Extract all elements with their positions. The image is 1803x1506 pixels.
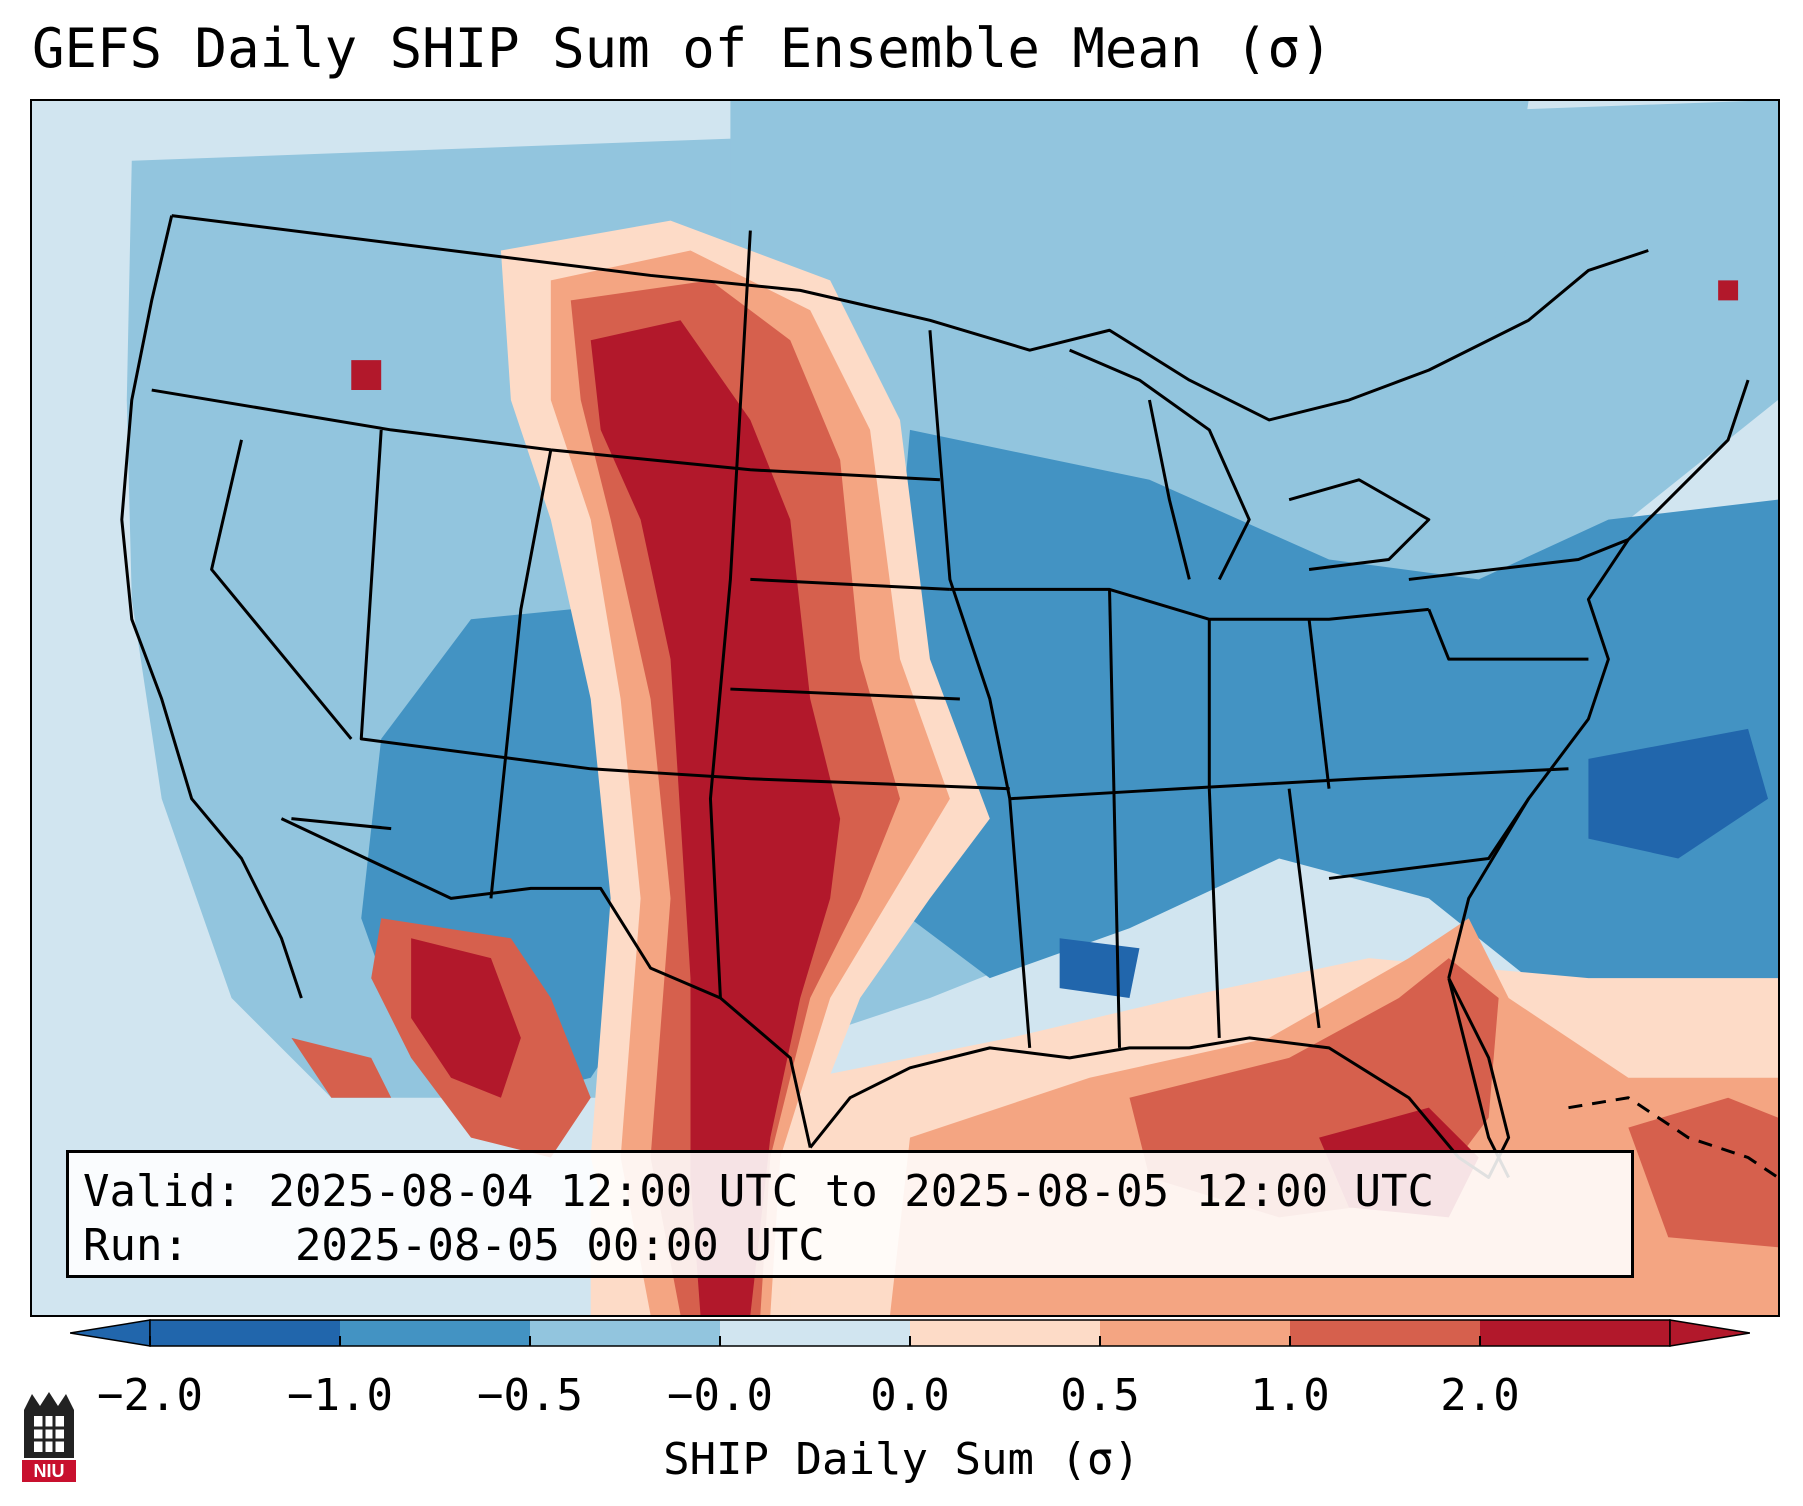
field-strong-positive-mexico bbox=[411, 938, 521, 1098]
cuba-outline bbox=[1568, 1096, 1778, 1179]
colorbar-tick-label: 1.0 bbox=[1250, 1370, 1330, 1421]
run-label: Run: bbox=[83, 1220, 189, 1271]
colorbar-tick-label: −2.0 bbox=[97, 1370, 203, 1421]
west-coast bbox=[120, 215, 303, 999]
colorbar-bin bbox=[530, 1320, 721, 1346]
field-strong-negative-la bbox=[1059, 938, 1140, 999]
run-time: 2025-08-05 00:00 UTC bbox=[294, 1220, 825, 1271]
field-strong-positive-plains bbox=[590, 320, 841, 1315]
colorbar-bin bbox=[1100, 1320, 1291, 1346]
east-coast bbox=[1447, 379, 1750, 979]
map-title: GEFS Daily SHIP Sum of Ensemble Mean (σ) bbox=[32, 17, 1333, 80]
state-line-11 bbox=[1108, 589, 1122, 1048]
niu-logo: NIU bbox=[22, 1392, 76, 1482]
state-line-7 bbox=[730, 687, 960, 701]
colorbar-bin bbox=[1480, 1320, 1671, 1346]
state-line-15 bbox=[1328, 797, 1530, 880]
state-line-6 bbox=[750, 577, 950, 591]
state-line-18 bbox=[1408, 538, 1629, 581]
field-strong-negative-atlantic bbox=[1588, 728, 1769, 859]
colorbar-tick-label: −1.0 bbox=[287, 1370, 393, 1421]
colorbar-bins bbox=[149, 1319, 1671, 1347]
colorbar-extend-max bbox=[1669, 1319, 1750, 1347]
valid-time-range: 2025-08-04 12:00 UTC to 2025-08-05 12:00… bbox=[268, 1166, 1435, 1217]
field-negative-north bbox=[730, 101, 1529, 430]
colorbar-bin bbox=[150, 1320, 341, 1346]
state-line-3 bbox=[210, 439, 353, 740]
colorbar-tick-label: 2.0 bbox=[1440, 1370, 1520, 1421]
great-lakes bbox=[1069, 348, 1431, 581]
niu-logo-text: NIU bbox=[34, 1461, 65, 1481]
state-line-5 bbox=[708, 230, 752, 999]
state-line-8 bbox=[928, 330, 1032, 1048]
colorbar-ticks bbox=[149, 1336, 1481, 1346]
field-strong-positive-maine bbox=[1718, 280, 1739, 301]
colorbar-tick-label: −0.0 bbox=[667, 1370, 773, 1421]
state-line-14 bbox=[1287, 788, 1321, 1029]
colorbar-extend-min bbox=[70, 1319, 151, 1347]
us-canada-border bbox=[171, 214, 1649, 422]
field-strong-positive-idaho bbox=[351, 360, 382, 391]
colorbar-bin bbox=[340, 1320, 531, 1346]
colorbar-tick-label: −0.5 bbox=[477, 1370, 583, 1421]
map-panel bbox=[30, 99, 1780, 1317]
state-line-4 bbox=[489, 449, 553, 899]
field-negative-east bbox=[880, 429, 1778, 1098]
state-line-19 bbox=[291, 817, 392, 831]
state-line-2 bbox=[359, 429, 1010, 791]
state-line-13 bbox=[1207, 788, 1221, 1038]
state-line-16 bbox=[1307, 619, 1331, 789]
valid-label: Valid: bbox=[83, 1166, 242, 1217]
us-mexico-border bbox=[280, 817, 812, 1148]
field-positive-baja bbox=[291, 1037, 392, 1098]
state-line-17 bbox=[1427, 608, 1589, 661]
valid-run-info-box: Valid: 2025-08-04 12:00 UTC to 2025-08-0… bbox=[66, 1150, 1634, 1278]
colorbar-tick-label: 0.5 bbox=[1060, 1370, 1140, 1421]
colorbar-label: SHIP Daily Sum (σ) bbox=[663, 1434, 1140, 1485]
colorbar-bin bbox=[720, 1320, 911, 1346]
colorbar-bin bbox=[1290, 1320, 1481, 1346]
colorbar-bin bbox=[910, 1320, 1101, 1346]
colorbar-tick-label: 0.0 bbox=[870, 1370, 950, 1421]
state-line-10 bbox=[1009, 767, 1569, 801]
field-positive-caribbean bbox=[1628, 1097, 1778, 1248]
ship-field-map bbox=[32, 101, 1778, 1315]
colorbar bbox=[70, 1319, 1750, 1347]
